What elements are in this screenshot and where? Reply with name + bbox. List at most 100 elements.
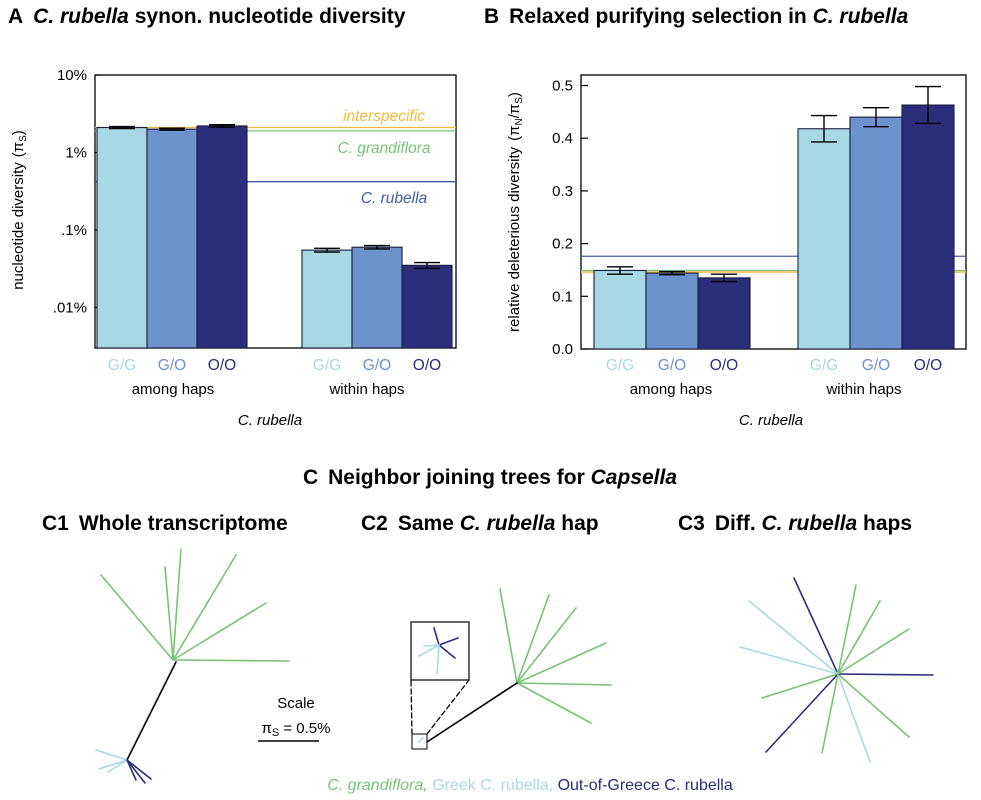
panel-b-axes-frame bbox=[580, 74, 967, 350]
panel-b-category-label: O/O bbox=[914, 357, 942, 374]
panel-a-ylabel: nucleotide diversity(πS) bbox=[10, 130, 29, 290]
c2-branch bbox=[418, 737, 424, 743]
panel-a-ytick-label: 10% bbox=[57, 67, 87, 84]
panel-b-bar bbox=[901, 104, 955, 350]
panel-a-ytick-label: 1% bbox=[65, 144, 87, 161]
c2-zoom-connector bbox=[426, 679, 470, 735]
c3-branch bbox=[748, 600, 839, 675]
panel-a-chart: .01% .1% 1% 10% G/G G/O O/O G/G G/O O/O bbox=[53, 67, 457, 374]
panel-b-ytick-label: 0.1 bbox=[552, 288, 573, 305]
panel-b-group-within: within haps bbox=[825, 381, 901, 398]
panel-a-bar bbox=[96, 126, 148, 349]
c1-branch bbox=[126, 661, 177, 761]
panel-b-bar bbox=[849, 116, 903, 350]
c2-tree bbox=[410, 588, 612, 750]
legend-oog: Out-of-Greece C. rubella bbox=[558, 777, 733, 794]
panel-b-ytick-label: 0.2 bbox=[552, 236, 573, 253]
c3-branch bbox=[761, 673, 839, 699]
panel-b-bar bbox=[797, 128, 851, 350]
c2-zoom-connector bbox=[410, 679, 413, 735]
panel-b-title: B Relaxed purifying selection in C. rubel… bbox=[484, 5, 909, 28]
panel-b-bar bbox=[697, 277, 751, 350]
panel-b-ylabel: relative deleterious diversity(πN/πS) bbox=[506, 92, 525, 332]
legend-grandiflora: C. grandiflora, bbox=[327, 777, 428, 794]
c1-branch bbox=[126, 759, 152, 780]
panel-a-bar bbox=[146, 128, 198, 349]
panel-a-category-label: G/G bbox=[313, 357, 341, 374]
tree-legend: C. grandiflora, Greek C. rubella, Out-of… bbox=[327, 777, 733, 794]
c1-tree bbox=[95, 548, 290, 784]
panel-b-ytick-label: 0.0 bbox=[552, 341, 573, 358]
c3-branch bbox=[793, 577, 839, 675]
c2-inset-branch bbox=[418, 644, 440, 657]
c1-branch bbox=[95, 749, 128, 761]
legend-greek: Greek C. rubella, bbox=[432, 777, 553, 794]
panel-b-category-label: G/G bbox=[810, 357, 838, 374]
panel-b-ytick-label: 0.4 bbox=[552, 130, 573, 147]
c1-branch bbox=[164, 566, 174, 661]
panel-a-bar bbox=[196, 125, 248, 349]
c1-branch bbox=[126, 759, 146, 784]
c1-branch bbox=[100, 574, 174, 661]
c2-inset-branch bbox=[433, 627, 440, 646]
c2-branch bbox=[516, 594, 550, 684]
interspecific-label: interspecific bbox=[343, 108, 425, 125]
c1-branch bbox=[98, 759, 128, 770]
rubella-label: C. rubella bbox=[361, 190, 428, 207]
c3-title: C3 Diff. C. rubella haps bbox=[678, 512, 912, 535]
c2-branch bbox=[516, 682, 612, 686]
c2-inset-branch bbox=[423, 644, 440, 647]
panel-b-chart: 0.0 0.1 0.2 0.3 0.4 0.5 G/G G/O O/O G/G G/O O/O bbox=[552, 74, 967, 374]
panel-a-bar bbox=[401, 264, 453, 349]
panel-a-category-label: O/O bbox=[413, 357, 441, 374]
panel-a-category-label: O/O bbox=[208, 357, 236, 374]
c1-branch bbox=[172, 659, 290, 662]
panel-c-title: C Neighbor joining trees for Capsella bbox=[303, 466, 677, 489]
c3-branch bbox=[837, 673, 871, 763]
c1-title: C1 Whole transcriptome bbox=[42, 512, 288, 535]
c2-inset-branch bbox=[438, 637, 459, 646]
c2-branch bbox=[426, 682, 518, 743]
panel-a-category-label: G/G bbox=[108, 357, 136, 374]
panel-a-axes-frame bbox=[94, 74, 457, 349]
panel-b-category-label: G/O bbox=[658, 357, 686, 374]
c3-branch bbox=[837, 673, 934, 676]
c2-title: C2 Same C. rubella hap bbox=[361, 512, 599, 535]
c2-zoom-box bbox=[411, 733, 428, 750]
panel-b-category-label: G/G bbox=[606, 357, 634, 374]
panel-a-ytick-label: .1% bbox=[61, 222, 87, 239]
panel-a-bar bbox=[351, 246, 403, 349]
panel-b-bar bbox=[593, 269, 647, 350]
panel-a-ytick-label: .01% bbox=[53, 299, 87, 316]
c1-branch bbox=[107, 759, 128, 773]
panel-a-category-label: G/O bbox=[158, 357, 186, 374]
panel-b-group-among: among haps bbox=[630, 381, 713, 398]
c3-branch bbox=[837, 600, 881, 675]
c3-branch bbox=[837, 673, 910, 738]
c1-branch bbox=[172, 602, 267, 661]
c3-branch bbox=[821, 673, 839, 754]
c2-branch bbox=[516, 607, 577, 684]
c3-branch bbox=[837, 584, 857, 675]
panel-b-category-label: O/O bbox=[710, 357, 738, 374]
panel-a-group-within: within haps bbox=[328, 381, 404, 398]
panel-a-title: A C. rubella synon. nucleotide diversity bbox=[8, 5, 406, 28]
panel-a-xlabel: C. rubella bbox=[238, 412, 302, 429]
c3-tree bbox=[739, 577, 934, 763]
c2-inset-branch bbox=[436, 644, 440, 675]
panel-b-bar bbox=[645, 272, 699, 350]
panel-b-ytick-label: 0.5 bbox=[552, 78, 573, 95]
c3-branch bbox=[837, 628, 910, 675]
c2-inset-branch bbox=[438, 644, 456, 659]
panel-b-category-label: G/O bbox=[862, 357, 890, 374]
c2-branch bbox=[516, 642, 607, 684]
panel-a-category-label: G/O bbox=[363, 357, 391, 374]
c3-branch bbox=[739, 646, 839, 675]
grandiflora-label: C. grandiflora bbox=[337, 140, 430, 157]
scale-value: πS = 0.5% bbox=[262, 720, 331, 739]
panel-a-bar bbox=[301, 249, 353, 349]
c2-zoom-inset bbox=[410, 621, 470, 681]
c1-branch bbox=[172, 548, 182, 661]
c1-branch bbox=[172, 554, 237, 661]
